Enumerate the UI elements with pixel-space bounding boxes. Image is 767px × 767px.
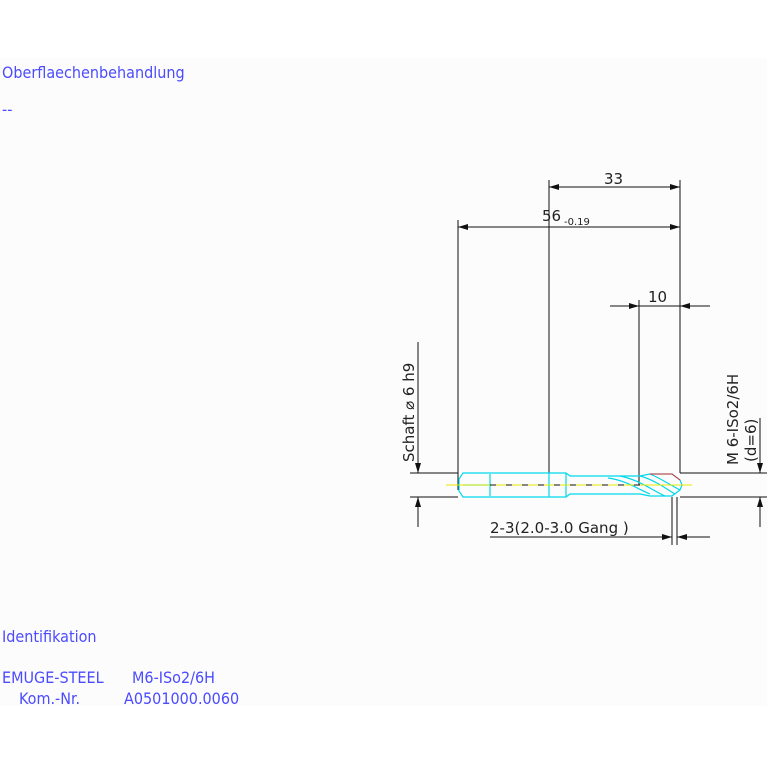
identification-kom-label: Kom.-Nr. [19, 689, 80, 708]
identification-brand: EMUGE-STEEL [2, 668, 104, 687]
surface-treatment-value: -- [2, 100, 12, 119]
dim-chamfer: 2-3(2.0-3.0 Gang ) [490, 519, 629, 537]
dim-overall-length: 56 [542, 207, 561, 225]
tap-tool-outline [446, 472, 692, 498]
dim-thread: M 6-ISo2/6H [724, 374, 742, 465]
dim-thread-diameter: (d=6) [742, 419, 760, 462]
identification-label: Identifikation [2, 627, 97, 646]
dim-flute-length: 33 [604, 170, 623, 188]
dim-overall-tolerance: -0.19 [564, 217, 590, 228]
dim-shank: Schaft ⌀ 6 h9 [400, 363, 418, 462]
extension-lines [410, 180, 767, 545]
identification-kom-value: A0501000.0060 [124, 689, 239, 708]
dim-thread-length: 10 [648, 288, 667, 306]
identification-thread: M6-ISo2/6H [132, 668, 215, 687]
surface-treatment-label: Oberflaechenbehandlung [2, 63, 185, 82]
